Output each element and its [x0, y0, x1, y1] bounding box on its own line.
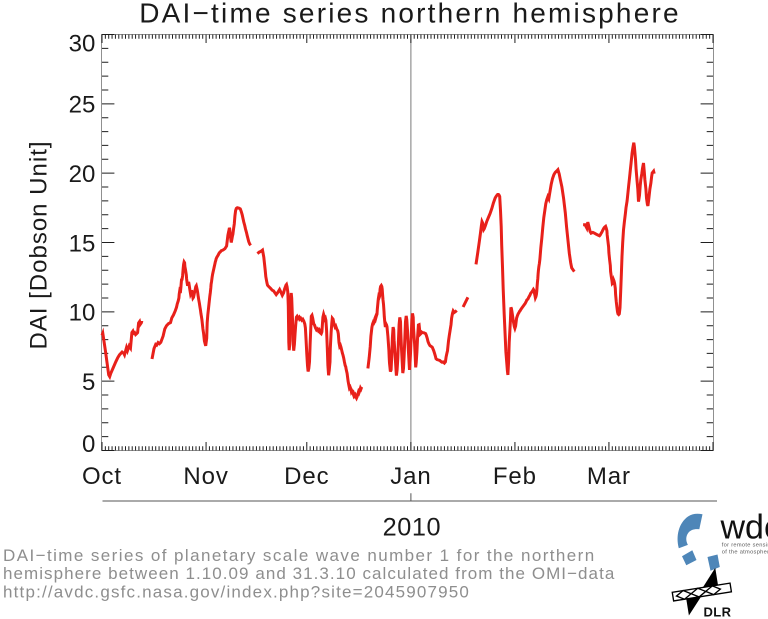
svg-text:10: 10	[69, 300, 96, 327]
svg-text:DAI [Dobson Unit]: DAI [Dobson Unit]	[26, 140, 53, 349]
svg-text:Oct: Oct	[82, 463, 122, 490]
svg-text:30: 30	[69, 30, 96, 57]
svg-text:Nov: Nov	[183, 463, 228, 490]
svg-text:15: 15	[69, 230, 96, 257]
svg-text:of the atmosphere: of the atmosphere	[722, 549, 768, 555]
svg-text:http://avdc.gsfc.nasa.gov/inde: http://avdc.gsfc.nasa.gov/index.php?site…	[3, 583, 470, 602]
svg-text:Jan: Jan	[390, 463, 431, 490]
svg-text:Dec: Dec	[284, 463, 329, 490]
svg-text:wdc: wdc	[720, 509, 768, 547]
svg-text:5: 5	[82, 369, 95, 396]
svg-text:Mar: Mar	[587, 463, 631, 490]
svg-text:DAI−time series of planetary s: DAI−time series of planetary scale wave …	[3, 546, 596, 565]
svg-text:DLR: DLR	[704, 605, 732, 619]
svg-text:Feb: Feb	[493, 463, 537, 490]
svg-text:25: 25	[69, 92, 96, 119]
svg-text:hemisphere between 1.10.09 and: hemisphere between 1.10.09 and 31.3.10 c…	[3, 564, 615, 583]
svg-text:0: 0	[82, 431, 95, 458]
svg-text:DAI−time series northern hemis: DAI−time series northern hemisphere	[139, 0, 681, 29]
svg-text:20: 20	[69, 161, 96, 188]
svg-text:for remote sensing: for remote sensing	[722, 542, 768, 548]
svg-text:2010: 2010	[383, 513, 441, 541]
